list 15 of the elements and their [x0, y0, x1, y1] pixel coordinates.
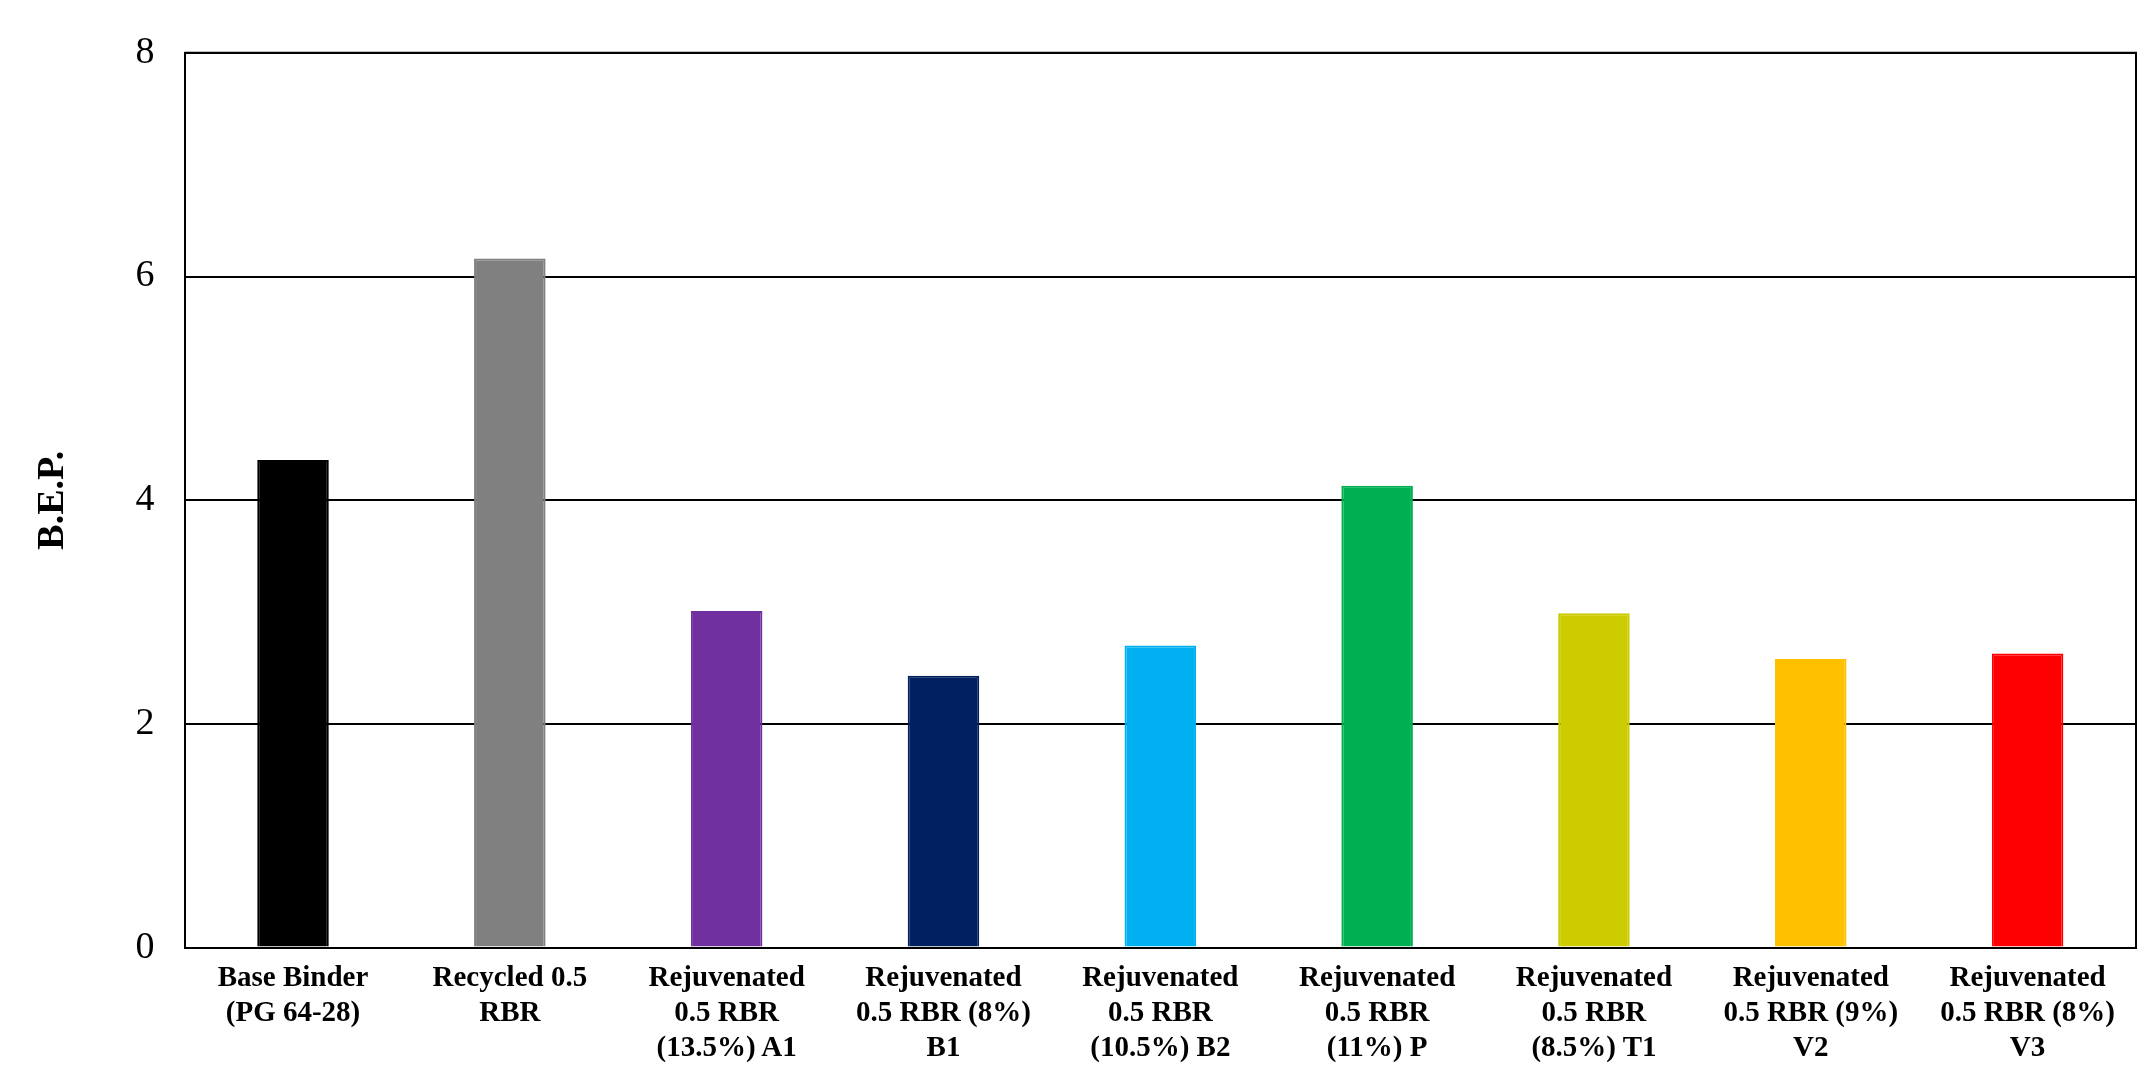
x-tick-label: Rejuvenated 0.5 RBR (13.5%) A1: [648, 960, 805, 1064]
x-tick-label: Rejuvenated 0.5 RBR (8%) V3: [1940, 960, 2115, 1063]
x-tick-label: Rejuvenated 0.5 RBR (8.5%) T1: [1515, 960, 1673, 1064]
x-tick-label: Rejuvenated 0.5 RBR (8%) B1: [856, 960, 1031, 1063]
x-tick-label: Rejuvenated 0.5 RBR (10.5%) B2: [1082, 960, 1239, 1064]
x-tick-label: Rejuvenated 0.5 RBR (9%) V2: [1723, 960, 1899, 1063]
x-tick-label: Rejuvenated 0.5 RBR (11%) P: [1298, 960, 1456, 1064]
x-tick-label: Recycled 0.5 RBR: [432, 960, 588, 1028]
y-tick-label: 4: [135, 476, 155, 519]
y-axis-title: B.E.P.: [28, 450, 71, 550]
x-tick-label: Base Binder (PG 64-28): [217, 960, 369, 1029]
y-tick-label: 0: [135, 923, 155, 966]
y-tick-label: 2: [135, 699, 155, 742]
y-tick-label: 6: [135, 252, 155, 295]
y-tick-label: 8: [135, 28, 155, 71]
